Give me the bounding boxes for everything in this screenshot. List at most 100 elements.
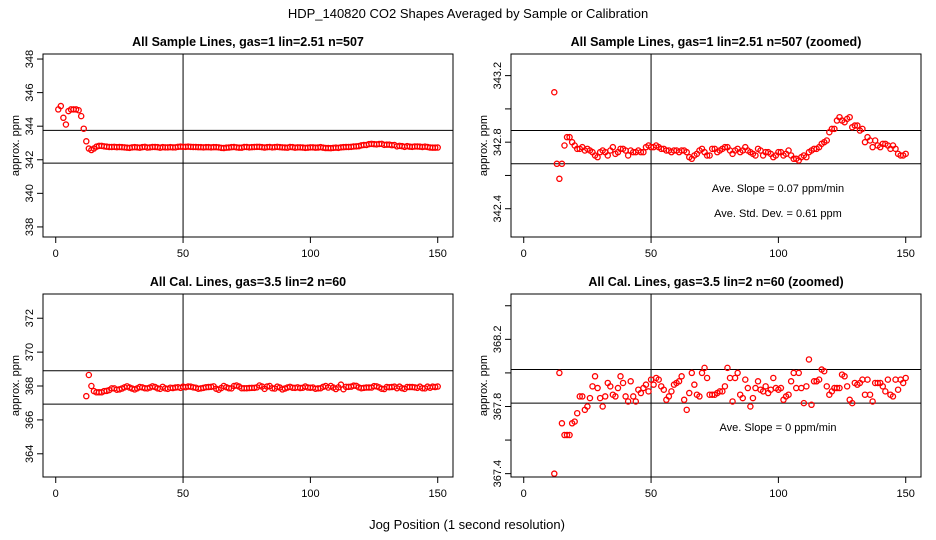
data-point <box>721 143 729 151</box>
data-point <box>83 392 90 400</box>
data-point <box>848 399 856 407</box>
data-point <box>721 383 729 390</box>
annotation: Ave. Std. Dev. = 0.61 ppm <box>714 208 842 220</box>
data-point <box>744 384 752 392</box>
data-point <box>803 383 810 390</box>
data-point <box>754 378 762 385</box>
data-point <box>75 106 82 114</box>
data-point <box>85 371 93 379</box>
y-tick-label: 344 <box>24 117 36 135</box>
data-point <box>790 369 797 377</box>
data-point <box>554 261 559 266</box>
x-tick-label: 0 <box>53 488 59 500</box>
data-point <box>594 384 601 392</box>
data-point <box>836 384 843 392</box>
panel-title: All Cal. Lines, gas=3.5 lin=2 n=60 <box>150 275 346 289</box>
data-point <box>892 376 899 383</box>
y-tick-label: 343.2 <box>492 62 504 90</box>
data-point <box>617 373 624 380</box>
plot-frame <box>42 53 454 238</box>
data-point <box>683 406 690 414</box>
y-tick-label: 342 <box>24 151 36 169</box>
data-point <box>892 145 899 153</box>
annotation: Ave. Slope = 0.07 ppm/min <box>712 183 844 195</box>
y-tick-label: 346 <box>24 83 36 101</box>
plot-area <box>511 261 921 477</box>
data-point <box>854 122 861 129</box>
data-point <box>675 378 683 385</box>
data-point <box>866 391 874 398</box>
data-point <box>629 393 637 400</box>
data-point <box>795 369 803 377</box>
data-point <box>624 398 632 405</box>
x-tick-label: 50 <box>177 248 189 260</box>
x-tick-label: 150 <box>897 248 915 260</box>
panel-3: All Cal. Lines, gas=3.5 lin=2 n=60 approx… <box>10 275 454 500</box>
data-point <box>805 356 813 363</box>
data-point <box>823 383 831 390</box>
data-point <box>803 153 810 161</box>
y-tick-label: 348 <box>24 50 36 68</box>
annotation: Ave. Slope = 0 ppm/min <box>720 422 837 434</box>
y-tick-label: 367.4 <box>492 460 504 488</box>
data-point <box>831 125 838 133</box>
y-axis-label: approx. ppm <box>478 355 490 416</box>
data-point <box>841 373 848 380</box>
data-point <box>874 379 881 387</box>
data-point <box>77 112 85 120</box>
data-point <box>731 374 739 382</box>
data-point <box>775 148 782 156</box>
data-point <box>225 384 233 392</box>
data-point <box>612 393 619 400</box>
data-point <box>251 384 258 392</box>
data-point <box>619 379 627 387</box>
x-tick-label: 0 <box>521 248 527 260</box>
data-point <box>604 152 612 159</box>
data-point <box>589 383 596 390</box>
data-point <box>660 386 668 393</box>
data-point <box>787 378 795 385</box>
data-point <box>83 138 90 145</box>
data-point <box>762 383 769 390</box>
data-point <box>563 431 571 439</box>
data-point <box>815 376 823 383</box>
data-point <box>882 388 889 395</box>
data-point <box>627 378 634 385</box>
y-tick-label: 338 <box>24 218 36 236</box>
data-point <box>889 393 897 400</box>
data-point <box>431 383 439 391</box>
data-point <box>637 148 645 156</box>
data-point <box>655 376 662 383</box>
data-point <box>645 388 652 395</box>
plot-area <box>511 54 921 237</box>
data-point <box>726 374 734 382</box>
data-point <box>859 125 866 133</box>
data-point <box>696 393 703 400</box>
plot-frame <box>42 293 454 478</box>
data-point <box>683 148 690 156</box>
data-point <box>701 364 708 372</box>
data-point <box>785 147 792 154</box>
plot-area <box>43 294 453 477</box>
data-point <box>563 133 571 141</box>
data-point <box>558 420 566 427</box>
data-point <box>551 89 558 96</box>
x-tick-label: 100 <box>301 248 319 260</box>
data-point <box>724 364 731 372</box>
y-tick-label: 368.2 <box>492 326 504 354</box>
data-point <box>579 393 586 400</box>
data-point <box>678 373 685 380</box>
data-point <box>591 373 599 380</box>
data-point <box>576 393 584 400</box>
data-point <box>716 388 724 395</box>
y-tick-label: 366 <box>24 411 36 429</box>
data-point <box>686 389 693 397</box>
data-point <box>851 122 859 129</box>
data-point <box>586 394 594 402</box>
data-point <box>624 152 632 159</box>
data-point <box>861 391 869 398</box>
panel-2: All Sample Lines, gas=1 lin=2.51 n=507 (… <box>478 35 922 260</box>
y-axis-label: approx. ppm <box>10 355 22 416</box>
data-point <box>431 144 439 151</box>
